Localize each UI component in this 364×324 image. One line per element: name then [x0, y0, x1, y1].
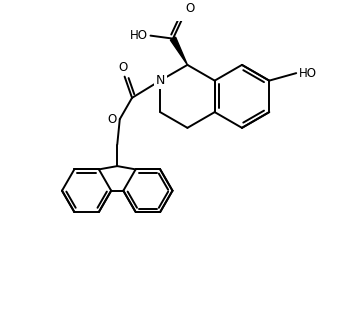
Text: HO: HO: [298, 67, 317, 80]
Polygon shape: [170, 37, 187, 65]
Text: O: O: [185, 2, 194, 15]
Text: N: N: [155, 74, 165, 87]
Text: O: O: [107, 113, 116, 126]
Text: HO: HO: [130, 29, 148, 42]
Text: O: O: [119, 61, 128, 74]
